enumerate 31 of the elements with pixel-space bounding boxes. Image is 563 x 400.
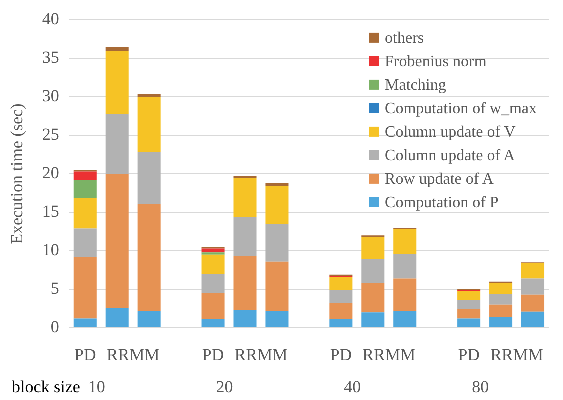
legend-label: Column update of A — [385, 148, 516, 165]
x-tick-label: RRMM — [106, 345, 160, 364]
text: 40 — [344, 377, 362, 396]
legend-label: Column update of V — [385, 124, 516, 142]
y-tick-label: 40 — [42, 10, 60, 29]
x-tick-label: PD — [74, 345, 96, 364]
y-tick-label: 20 — [42, 164, 60, 183]
y-tick-label: 15 — [42, 202, 60, 222]
text: 10 — [88, 377, 106, 396]
y-tick-label: 10 — [42, 240, 60, 260]
legend-label: Row update of A — [385, 171, 494, 188]
legend-label: Computation of P — [385, 194, 499, 212]
y-tick-label: 30 — [42, 86, 60, 106]
y-tick-label: 5 — [50, 278, 60, 298]
legend-label: others — [385, 30, 424, 48]
y-tick-label: 25 — [42, 125, 60, 144]
y-tick-label: 35 — [42, 48, 60, 68]
legend-label: Computation of w_max — [385, 100, 537, 118]
text: 20 — [216, 377, 234, 396]
x-tick-label: RRMM — [362, 345, 416, 364]
x-tick-label: RRMM — [234, 345, 288, 364]
x-tick-label: PD — [330, 345, 352, 364]
y-axis-title: Execution time (sec) — [8, 104, 27, 244]
text: 80 — [472, 377, 490, 396]
x-tick-label: PD — [202, 345, 224, 364]
x-tick-label: RRMM — [490, 345, 544, 364]
y-tick-label: 0 — [50, 317, 60, 336]
legend-label: Matching — [385, 77, 446, 94]
x-tick-label: PD — [458, 345, 480, 364]
x-axis-title: block size — [12, 377, 80, 396]
legend-label: Frobenius norm — [385, 54, 488, 71]
